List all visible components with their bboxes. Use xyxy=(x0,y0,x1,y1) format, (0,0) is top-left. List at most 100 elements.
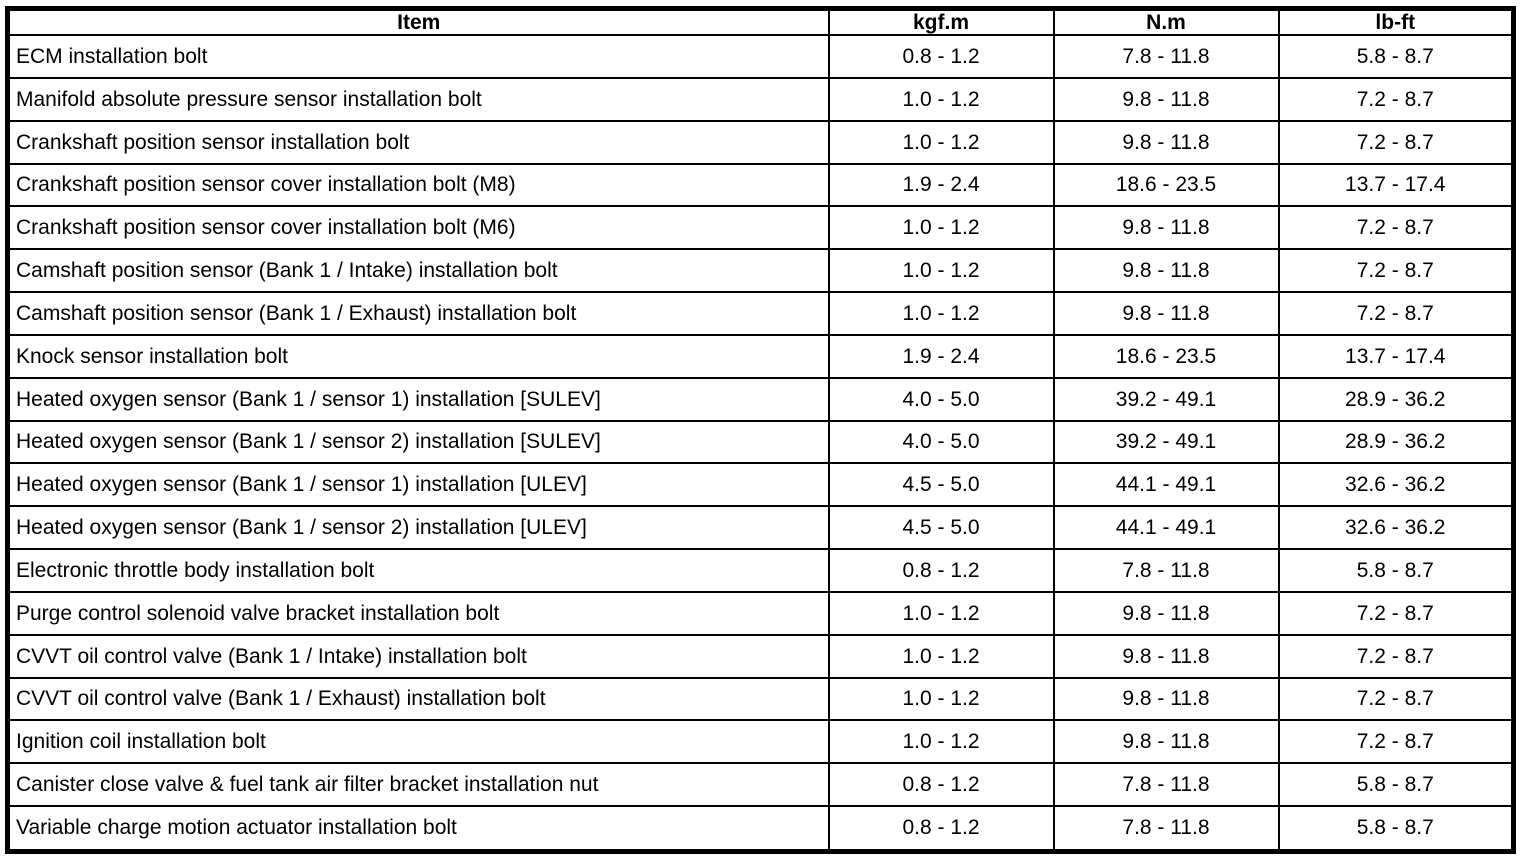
nm-cell: 7.8 - 11.8 xyxy=(1052,762,1280,807)
lbft-cell: 7.2 - 8.7 xyxy=(1277,590,1515,636)
lbft-cell: 5.8 - 8.7 xyxy=(1277,762,1515,807)
item-cell: Crankshaft position sensor cover install… xyxy=(6,162,830,208)
nm-cell: 9.8 - 11.8 xyxy=(1052,205,1280,251)
item-cell: ECM installation bolt xyxy=(6,34,830,79)
lbft-cell: 7.2 - 8.7 xyxy=(1277,205,1515,251)
table-row: Crankshaft position sensor installation … xyxy=(6,119,1515,165)
kgfm-cell: 1.9 - 2.4 xyxy=(827,162,1055,208)
kgfm-cell: 1.0 - 1.2 xyxy=(827,633,1055,679)
table-row: Electronic throttle body installation bo… xyxy=(6,548,1515,593)
table-header: Item kgf.m N.m lb-ft xyxy=(6,7,1515,37)
table-row: Knock sensor installation bolt 1.9 - 2.4… xyxy=(6,333,1515,379)
table-row: Heated oxygen sensor (Bank 1 / sensor 2)… xyxy=(6,419,1515,465)
table-row: CVVT oil control valve (Bank 1 / Intake)… xyxy=(6,633,1515,679)
lbft-cell: 28.9 - 36.2 xyxy=(1277,419,1515,465)
table-body: ECM installation bolt 0.8 - 1.2 7.8 - 11… xyxy=(6,34,1515,853)
table-row: Heated oxygen sensor (Bank 1 / sensor 1)… xyxy=(6,462,1515,508)
table-row: Camshaft position sensor (Bank 1 / Exhau… xyxy=(6,291,1515,336)
lbft-cell: 13.7 - 17.4 xyxy=(1277,162,1515,208)
lbft-cell: 7.2 - 8.7 xyxy=(1277,719,1515,765)
nm-cell: 7.8 - 11.8 xyxy=(1052,548,1280,593)
table-row: Variable charge motion actuator installa… xyxy=(6,805,1515,853)
item-cell: Canister close valve & fuel tank air fil… xyxy=(6,762,830,807)
header-row: Item kgf.m N.m lb-ft xyxy=(6,7,1515,37)
nm-cell: 18.6 - 23.5 xyxy=(1052,162,1280,208)
item-cell: Manifold absolute pressure sensor instal… xyxy=(6,76,830,122)
item-cell: Heated oxygen sensor (Bank 1 / sensor 2)… xyxy=(6,419,830,465)
item-cell: Purge control solenoid valve bracket ins… xyxy=(6,590,830,636)
kgfm-cell: 4.5 - 5.0 xyxy=(827,505,1055,551)
column-header-kgfm: kgf.m xyxy=(827,7,1055,37)
lbft-cell: 28.9 - 36.2 xyxy=(1277,376,1515,422)
kgfm-cell: 4.0 - 5.0 xyxy=(827,376,1055,422)
table-row: Ignition coil installation bolt 1.0 - 1.… xyxy=(6,719,1515,765)
kgfm-cell: 0.8 - 1.2 xyxy=(827,548,1055,593)
column-header-nm: N.m xyxy=(1052,7,1280,37)
kgfm-cell: 1.0 - 1.2 xyxy=(827,119,1055,165)
table-row: Camshaft position sensor (Bank 1 / Intak… xyxy=(6,248,1515,294)
table-row: Heated oxygen sensor (Bank 1 / sensor 1)… xyxy=(6,376,1515,422)
table-row: Canister close valve & fuel tank air fil… xyxy=(6,762,1515,807)
kgfm-cell: 1.0 - 1.2 xyxy=(827,205,1055,251)
item-cell: Crankshaft position sensor cover install… xyxy=(6,205,830,251)
nm-cell: 9.8 - 11.8 xyxy=(1052,248,1280,294)
lbft-cell: 7.2 - 8.7 xyxy=(1277,291,1515,336)
lbft-cell: 5.8 - 8.7 xyxy=(1277,34,1515,79)
item-cell: Ignition coil installation bolt xyxy=(6,719,830,765)
lbft-cell: 7.2 - 8.7 xyxy=(1277,119,1515,165)
kgfm-cell: 1.0 - 1.2 xyxy=(827,590,1055,636)
column-header-lbft: lb-ft xyxy=(1277,7,1515,37)
item-cell: Heated oxygen sensor (Bank 1 / sensor 1)… xyxy=(6,376,830,422)
nm-cell: 39.2 - 49.1 xyxy=(1052,419,1280,465)
torque-spec-table: Item kgf.m N.m lb-ft ECM installation bo… xyxy=(5,6,1516,854)
lbft-cell: 5.8 - 8.7 xyxy=(1277,548,1515,593)
table-row: Manifold absolute pressure sensor instal… xyxy=(6,76,1515,122)
lbft-cell: 7.2 - 8.7 xyxy=(1277,633,1515,679)
nm-cell: 9.8 - 11.8 xyxy=(1052,719,1280,765)
item-cell: Camshaft position sensor (Bank 1 / Exhau… xyxy=(6,291,830,336)
lbft-cell: 5.8 - 8.7 xyxy=(1277,805,1515,853)
table-row: CVVT oil control valve (Bank 1 / Exhaust… xyxy=(6,676,1515,722)
kgfm-cell: 1.0 - 1.2 xyxy=(827,676,1055,722)
kgfm-cell: 0.8 - 1.2 xyxy=(827,805,1055,853)
item-cell: Heated oxygen sensor (Bank 1 / sensor 1)… xyxy=(6,462,830,508)
lbft-cell: 32.6 - 36.2 xyxy=(1277,505,1515,551)
item-cell: Crankshaft position sensor installation … xyxy=(6,119,830,165)
lbft-cell: 32.6 - 36.2 xyxy=(1277,462,1515,508)
table-row: Crankshaft position sensor cover install… xyxy=(6,162,1515,208)
kgfm-cell: 1.0 - 1.2 xyxy=(827,291,1055,336)
table-row: Crankshaft position sensor cover install… xyxy=(6,205,1515,251)
nm-cell: 9.8 - 11.8 xyxy=(1052,676,1280,722)
nm-cell: 9.8 - 11.8 xyxy=(1052,291,1280,336)
kgfm-cell: 1.0 - 1.2 xyxy=(827,76,1055,122)
table-row: ECM installation bolt 0.8 - 1.2 7.8 - 11… xyxy=(6,34,1515,79)
item-cell: Knock sensor installation bolt xyxy=(6,333,830,379)
item-cell: CVVT oil control valve (Bank 1 / Exhaust… xyxy=(6,676,830,722)
kgfm-cell: 1.0 - 1.2 xyxy=(827,248,1055,294)
kgfm-cell: 4.0 - 5.0 xyxy=(827,419,1055,465)
lbft-cell: 7.2 - 8.7 xyxy=(1277,76,1515,122)
lbft-cell: 7.2 - 8.7 xyxy=(1277,248,1515,294)
item-cell: CVVT oil control valve (Bank 1 / Intake)… xyxy=(6,633,830,679)
nm-cell: 7.8 - 11.8 xyxy=(1052,34,1280,79)
nm-cell: 18.6 - 23.5 xyxy=(1052,333,1280,379)
table-row: Heated oxygen sensor (Bank 1 / sensor 2)… xyxy=(6,505,1515,551)
kgfm-cell: 1.9 - 2.4 xyxy=(827,333,1055,379)
column-header-item: Item xyxy=(6,7,830,37)
kgfm-cell: 0.8 - 1.2 xyxy=(827,34,1055,79)
nm-cell: 44.1 - 49.1 xyxy=(1052,505,1280,551)
kgfm-cell: 4.5 - 5.0 xyxy=(827,462,1055,508)
nm-cell: 39.2 - 49.1 xyxy=(1052,376,1280,422)
lbft-cell: 13.7 - 17.4 xyxy=(1277,333,1515,379)
nm-cell: 9.8 - 11.8 xyxy=(1052,76,1280,122)
item-cell: Camshaft position sensor (Bank 1 / Intak… xyxy=(6,248,830,294)
lbft-cell: 7.2 - 8.7 xyxy=(1277,676,1515,722)
nm-cell: 44.1 - 49.1 xyxy=(1052,462,1280,508)
item-cell: Variable charge motion actuator installa… xyxy=(6,805,830,853)
nm-cell: 9.8 - 11.8 xyxy=(1052,590,1280,636)
item-cell: Heated oxygen sensor (Bank 1 / sensor 2)… xyxy=(6,505,830,551)
kgfm-cell: 0.8 - 1.2 xyxy=(827,762,1055,807)
item-cell: Electronic throttle body installation bo… xyxy=(6,548,830,593)
nm-cell: 9.8 - 11.8 xyxy=(1052,633,1280,679)
